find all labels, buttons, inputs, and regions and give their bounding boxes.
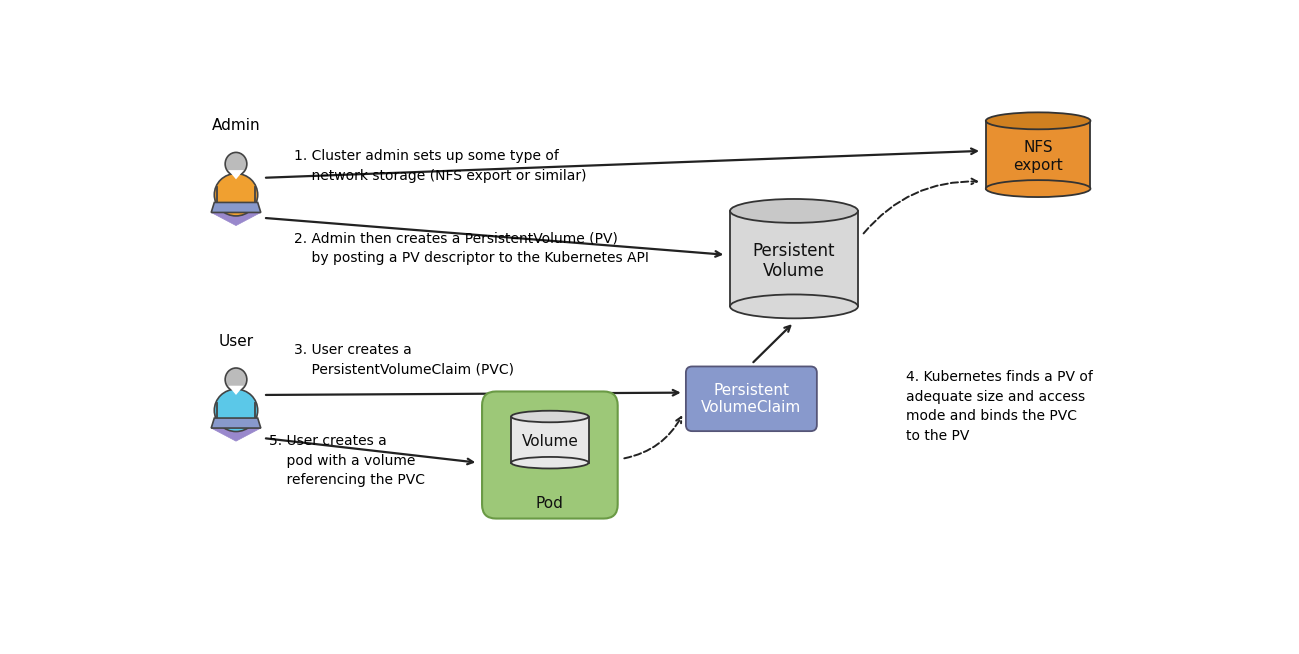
Polygon shape	[212, 203, 261, 213]
Text: Pod: Pod	[536, 496, 564, 511]
Ellipse shape	[511, 457, 588, 468]
Ellipse shape	[511, 411, 588, 422]
Text: 1. Cluster admin sets up some type of
    network storage (NFS export or similar: 1. Cluster admin sets up some type of ne…	[294, 149, 587, 183]
Text: Persistent
VolumeClaim: Persistent VolumeClaim	[701, 383, 801, 415]
Ellipse shape	[730, 199, 857, 223]
Text: NFS
export: NFS export	[1013, 140, 1063, 173]
FancyBboxPatch shape	[686, 366, 817, 431]
Text: Admin: Admin	[212, 118, 260, 133]
Polygon shape	[212, 213, 261, 226]
Text: Volume: Volume	[521, 434, 578, 449]
Text: User: User	[218, 334, 253, 349]
Text: 3. User creates a
    PersistentVolumeClaim (PVC): 3. User creates a PersistentVolumeClaim …	[294, 343, 514, 377]
Ellipse shape	[214, 173, 257, 216]
FancyBboxPatch shape	[482, 392, 618, 519]
Text: 5. User creates a
    pod with a volume
    referencing the PVC: 5. User creates a pod with a volume refe…	[269, 434, 425, 487]
Bar	[730, 211, 857, 307]
Ellipse shape	[730, 294, 857, 318]
Ellipse shape	[986, 180, 1090, 197]
Ellipse shape	[225, 368, 247, 391]
Ellipse shape	[986, 112, 1090, 129]
Ellipse shape	[225, 152, 247, 175]
Bar	[511, 417, 588, 463]
Text: Persistent
Volume: Persistent Volume	[752, 241, 835, 281]
Bar	[986, 121, 1090, 188]
Ellipse shape	[214, 389, 257, 432]
Text: 4. Kubernetes finds a PV of
adequate size and access
mode and binds the PVC
to t: 4. Kubernetes finds a PV of adequate siz…	[907, 370, 1094, 443]
Polygon shape	[212, 418, 261, 428]
Polygon shape	[212, 428, 261, 441]
Text: 2. Admin then creates a PersistentVolume (PV)
    by posting a PV descriptor to : 2. Admin then creates a PersistentVolume…	[294, 232, 650, 266]
Polygon shape	[229, 170, 244, 179]
Polygon shape	[229, 386, 244, 395]
